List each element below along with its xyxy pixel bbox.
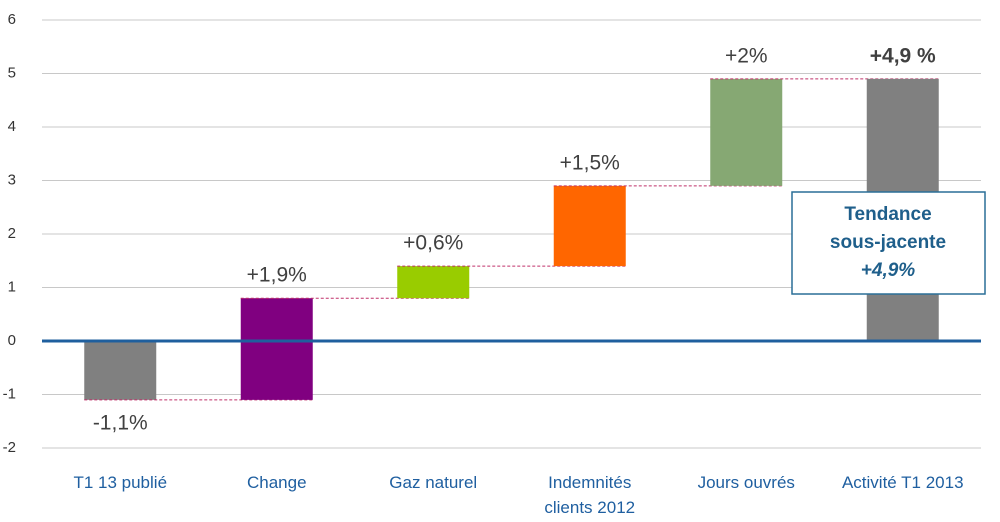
- value-label: +1,9%: [247, 264, 307, 287]
- value-label: +0,6%: [403, 232, 463, 255]
- bar: [397, 266, 470, 299]
- bar: [710, 78, 783, 186]
- y-tick-label: 3: [8, 171, 16, 188]
- y-tick-label: -2: [3, 439, 16, 456]
- annotation-box: [791, 191, 986, 295]
- x-tick-label: Change: [246, 473, 307, 492]
- y-tick-label: 1: [8, 278, 16, 295]
- annotation-text: sous-jacente: [830, 232, 946, 253]
- y-tick-label: 6: [8, 11, 16, 28]
- bar: [553, 185, 626, 267]
- y-tick-label: -1: [3, 385, 16, 402]
- annotation-text: +4,9%: [861, 260, 916, 281]
- value-label: -1,1%: [93, 411, 148, 434]
- bar: [240, 298, 313, 400]
- y-tick-label: 2: [8, 225, 16, 242]
- value-label: +2%: [725, 44, 768, 67]
- y-tick-label: 4: [8, 118, 16, 135]
- x-tick-label: Gaz naturel: [389, 473, 478, 492]
- x-tick-label: Activité T1 2013: [841, 473, 964, 492]
- x-tick-label: Indemnités clients 2012: [544, 473, 636, 517]
- x-tick-label: T1 13 publié: [73, 473, 168, 492]
- y-tick-label: 0: [8, 332, 16, 349]
- bar: [84, 341, 157, 400]
- value-label: +4,9 %: [870, 44, 936, 67]
- annotation-text: Tendance: [844, 204, 931, 225]
- y-tick-label: 5: [8, 64, 16, 81]
- value-label: +1,5%: [560, 151, 620, 174]
- x-tick-label: Jours ouvrés: [697, 473, 795, 492]
